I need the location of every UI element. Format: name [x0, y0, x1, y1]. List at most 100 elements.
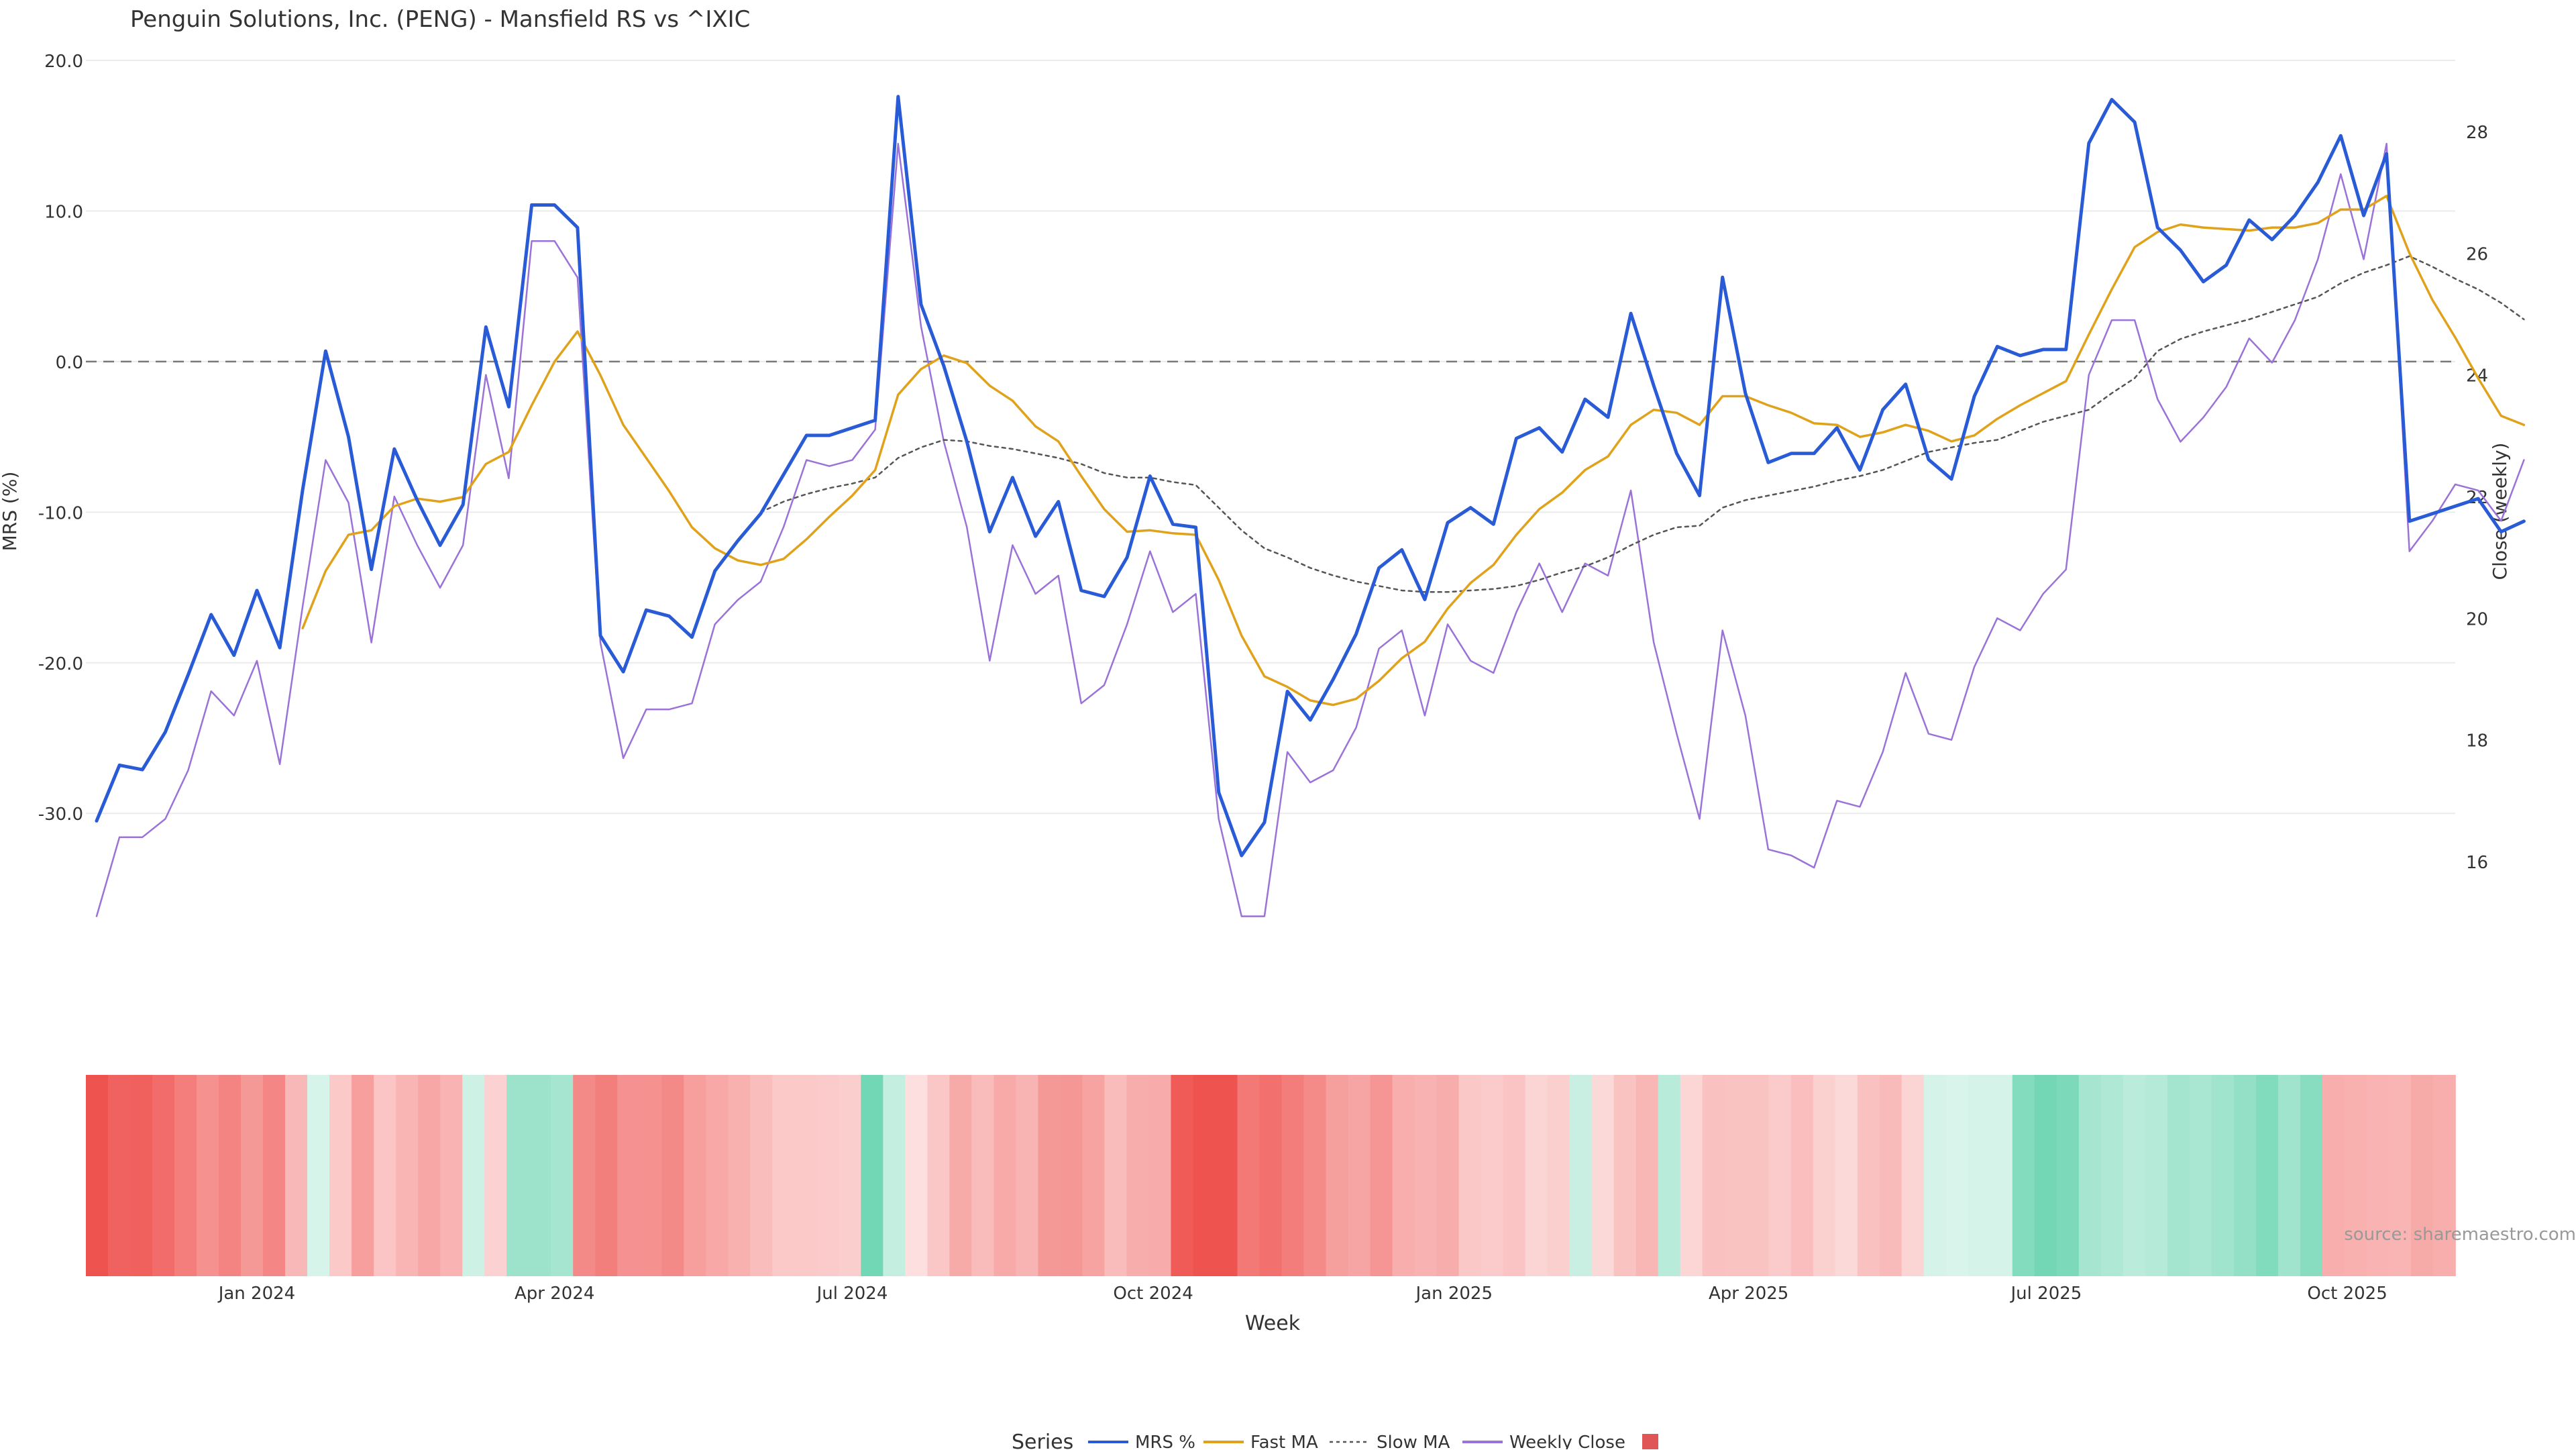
heat-cell: [2211, 1075, 2235, 1276]
heat-cell: [1525, 1075, 1548, 1276]
x-tick-label: Jan 2025: [1415, 1284, 1493, 1304]
heat-strip: [86, 1075, 2456, 1276]
heat-cell: [1790, 1075, 1814, 1276]
heat-cell: [1414, 1075, 1438, 1276]
heat-cell: [861, 1075, 884, 1276]
legend-item[interactable]: Slow MA: [1330, 1433, 1450, 1452]
heat-cell: [2388, 1075, 2412, 1276]
heat-cell: [1990, 1075, 2013, 1276]
heat-cell: [1392, 1075, 1415, 1276]
heat-cell: [1303, 1075, 1327, 1276]
heat-cell: [994, 1075, 1017, 1276]
heat-cell: [1635, 1075, 1659, 1276]
heat-cell: [1591, 1075, 1615, 1276]
heat-cell: [2277, 1075, 2301, 1276]
heat-cell: [1082, 1075, 1106, 1276]
heat-cell: [1768, 1075, 1792, 1276]
heat-cell: [1436, 1075, 1460, 1276]
heat-cell: [263, 1075, 286, 1276]
heat-cell: [285, 1075, 308, 1276]
heat-cell: [1945, 1075, 1969, 1276]
chart-title: Penguin Solutions, Inc. (PENG) - Mansfie…: [130, 6, 750, 33]
source-text: source: sharemaestro.com: [2344, 1225, 2576, 1245]
heat-cell: [1237, 1075, 1260, 1276]
heat-cell: [1503, 1075, 1526, 1276]
heat-cell: [728, 1075, 751, 1276]
heat-cell: [1702, 1075, 1725, 1276]
heat-cell: [2034, 1075, 2057, 1276]
legend-item[interactable]: Fast MA: [1203, 1433, 1318, 1452]
legend-item[interactable]: MRS %: [1088, 1433, 1195, 1452]
heat-cell: [2233, 1075, 2257, 1276]
y-right-tick-label: 26: [2466, 244, 2488, 264]
heat-cell: [1326, 1075, 1349, 1276]
heat-cell: [639, 1075, 663, 1276]
heat-cell: [905, 1075, 928, 1276]
heat-cell: [1879, 1075, 1902, 1276]
legend-swatch: [1642, 1434, 1658, 1450]
heat-cell: [2344, 1075, 2367, 1276]
y-left-tick-label: 20.0: [44, 52, 83, 72]
heat-cell: [329, 1075, 352, 1276]
heat-cell: [883, 1075, 906, 1276]
heat-cell: [1901, 1075, 1925, 1276]
heat-cell: [418, 1075, 441, 1276]
heat-cell: [2123, 1075, 2146, 1276]
heat-cell: [1547, 1075, 1570, 1276]
x-tick-label: Oct 2025: [2307, 1284, 2387, 1304]
heat-cell: [352, 1075, 374, 1276]
heat-cell: [684, 1075, 707, 1276]
heat-cell: [440, 1075, 463, 1276]
heat-cell: [949, 1075, 973, 1276]
y-right-tick-label: 20: [2466, 609, 2488, 629]
y-right-tick-label: 28: [2466, 123, 2488, 143]
heat-cell: [1613, 1075, 1637, 1276]
y-right-tick-label: 18: [2466, 731, 2488, 751]
heat-cell: [971, 1075, 995, 1276]
heat-cell: [2145, 1075, 2168, 1276]
heat-cell: [484, 1075, 507, 1276]
heat-cell: [1923, 1075, 1947, 1276]
x-tick-label: Jul 2024: [816, 1284, 888, 1304]
heat-cell: [1060, 1075, 1083, 1276]
heat-cell: [772, 1075, 796, 1276]
heat-cell: [2189, 1075, 2212, 1276]
y-left-tick-label: 10.0: [44, 202, 83, 222]
x-axis-ticks: Jan 2024 Apr 2024 Jul 2024 Oct 2024 Jan 2025…: [217, 1284, 2387, 1304]
heat-cell: [816, 1075, 840, 1276]
heat-cell: [794, 1075, 818, 1276]
legend-label: MRS %: [1135, 1433, 1195, 1449]
heat-cell: [595, 1075, 619, 1276]
mrs-line: [95, 95, 2526, 858]
heat-cell: [2322, 1075, 2345, 1276]
heat-cell: [1481, 1075, 1504, 1276]
heat-cell: [1835, 1075, 1858, 1276]
legend-item[interactable]: [1642, 1434, 1658, 1450]
heat-cell: [2100, 1075, 2124, 1276]
weekly-close-line: [95, 142, 2525, 917]
heat-cell: [2012, 1075, 2035, 1276]
heat-cell: [152, 1075, 175, 1276]
heat-cell: [1348, 1075, 1371, 1276]
heat-cell: [1724, 1075, 1748, 1276]
heat-cell: [396, 1075, 419, 1276]
heat-cell: [2078, 1075, 2102, 1276]
x-tick-label: Apr 2024: [515, 1284, 594, 1304]
heat-cell: [2432, 1075, 2456, 1276]
heat-cell: [2255, 1075, 2279, 1276]
heat-cell: [2366, 1075, 2390, 1276]
heat-cell: [197, 1075, 219, 1276]
legend: Series MRS % Fast MA Slow MA Weekly Close: [1012, 1431, 1658, 1452]
heat-cell: [551, 1075, 574, 1276]
y-left-tick-label: -10.0: [38, 503, 83, 523]
heat-cell: [1281, 1075, 1305, 1276]
legend-item[interactable]: Weekly Close: [1462, 1433, 1625, 1452]
y-axis-label-left: MRS (%): [0, 472, 21, 552]
heat-cell: [86, 1075, 109, 1276]
fast-ma-line: [301, 195, 2526, 707]
heat-cell: [1370, 1075, 1393, 1276]
heat-cell: [1038, 1075, 1061, 1276]
heat-cell: [529, 1075, 551, 1276]
heat-cell: [927, 1075, 951, 1276]
